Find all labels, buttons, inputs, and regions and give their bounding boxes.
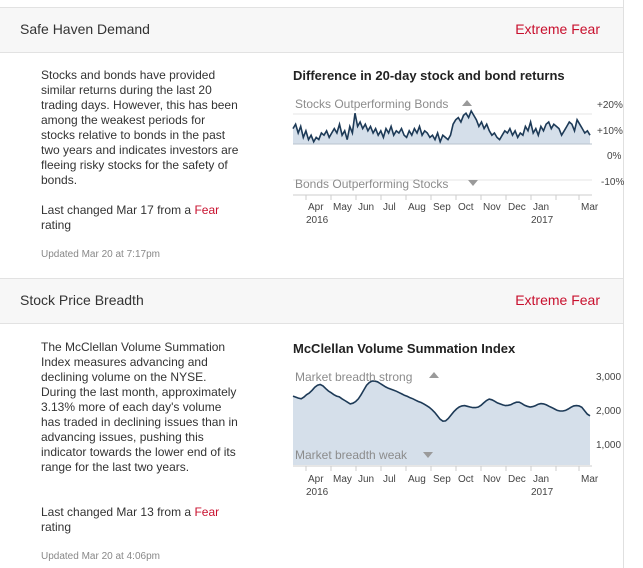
x-tick: Dec [508, 474, 526, 485]
x-tick: Nov [483, 202, 501, 213]
lower-zone-label: Bonds Outperforming Stocks [295, 177, 478, 191]
x-tick: Oct [458, 202, 474, 213]
x-tick: Oct [458, 474, 474, 485]
fear-rating-link[interactable]: Fear [194, 505, 220, 519]
fear-rating-link[interactable]: Fear [194, 203, 220, 217]
x-tick: Apr [308, 202, 324, 213]
y-tick: -10% [601, 177, 624, 188]
x-tick: Nov [483, 474, 501, 485]
x-tick: Jun [358, 202, 374, 213]
x-year: 2017 [531, 215, 554, 226]
x-year: 2016 [306, 215, 329, 226]
x-tick: Mar [581, 474, 599, 485]
section-title: Stock Price Breadth [20, 292, 144, 308]
svg-text:Market breadth weak: Market breadth weak [295, 448, 408, 462]
updated-time: Updated Mar 20 at 4:06pm [41, 551, 160, 562]
lower-zone-label: Market breadth weak [295, 448, 433, 462]
mcclellan-chart: Market breadth strong Market breadth wea… [292, 370, 621, 498]
section-rating: Extreme Fear [515, 292, 600, 308]
safe-haven-chart: Stocks Outperforming Bonds Bonds Outperf… [292, 97, 624, 226]
x-tick: Aug [408, 202, 426, 213]
series-line [292, 109, 591, 145]
page-right-border [623, 0, 624, 568]
triangle-up-icon [429, 372, 439, 378]
triangle-down-icon [468, 180, 478, 186]
y-tick: 2,000 [596, 406, 621, 417]
x-tick: Jun [358, 474, 374, 485]
x-year: 2016 [306, 487, 329, 498]
chart-title: Difference in 20-day stock and bond retu… [293, 68, 565, 83]
last-changed: Last changed Mar 13 from a Fear rating [41, 505, 220, 534]
y-tick: 0% [607, 151, 622, 162]
safe-haven-header: Safe Haven Demand Extreme Fear [0, 7, 623, 53]
section-description: The McClellan Volume Summation Index mea… [41, 340, 238, 474]
series-area [293, 381, 590, 465]
y-tick: +10% [597, 126, 623, 137]
x-tick: Jan [533, 474, 549, 485]
x-tick: May [333, 474, 352, 485]
series-line [292, 380, 591, 423]
x-tick: Aug [408, 474, 426, 485]
x-axis-months: Apr May Jun Jul Aug Sep Oct Nov Dec Jan … [305, 466, 599, 485]
series-area [293, 111, 590, 144]
triangle-down-icon [423, 452, 433, 458]
y-tick: 3,000 [596, 372, 621, 383]
y-tick: +20% [597, 100, 623, 111]
x-axis-months: Apr May Jun Jul Aug Sep Oct Nov Dec Jan … [305, 195, 599, 213]
x-tick: Jul [383, 202, 396, 213]
x-tick: Sep [433, 474, 451, 485]
section-description: Stocks and bonds have provided similar r… [41, 68, 239, 187]
x-tick: Apr [308, 474, 324, 485]
updated-time: Updated Mar 20 at 7:17pm [41, 249, 160, 260]
section-rating: Extreme Fear [515, 21, 600, 37]
x-tick: Sep [433, 202, 451, 213]
x-tick: Jul [383, 474, 396, 485]
triangle-up-icon [462, 100, 472, 106]
chart-title: McClellan Volume Summation Index [293, 341, 516, 356]
svg-text:Stocks Outperforming Bonds: Stocks Outperforming Bonds [295, 97, 448, 111]
x-tick: May [333, 202, 352, 213]
y-tick: 1,000 [596, 440, 621, 451]
x-year: 2017 [531, 487, 554, 498]
stock-price-breadth-header: Stock Price Breadth Extreme Fear [0, 278, 623, 324]
x-tick: Mar [581, 202, 599, 213]
svg-text:Market breadth strong: Market breadth strong [295, 370, 412, 384]
x-tick: Dec [508, 202, 526, 213]
upper-zone-label: Market breadth strong [295, 370, 439, 384]
x-tick: Jan [533, 202, 549, 213]
svg-text:Bonds Outperforming Stocks: Bonds Outperforming Stocks [295, 177, 448, 191]
section-title: Safe Haven Demand [20, 21, 150, 37]
last-changed: Last changed Mar 17 from a Fear rating [41, 203, 220, 232]
upper-zone-label: Stocks Outperforming Bonds [295, 97, 472, 111]
